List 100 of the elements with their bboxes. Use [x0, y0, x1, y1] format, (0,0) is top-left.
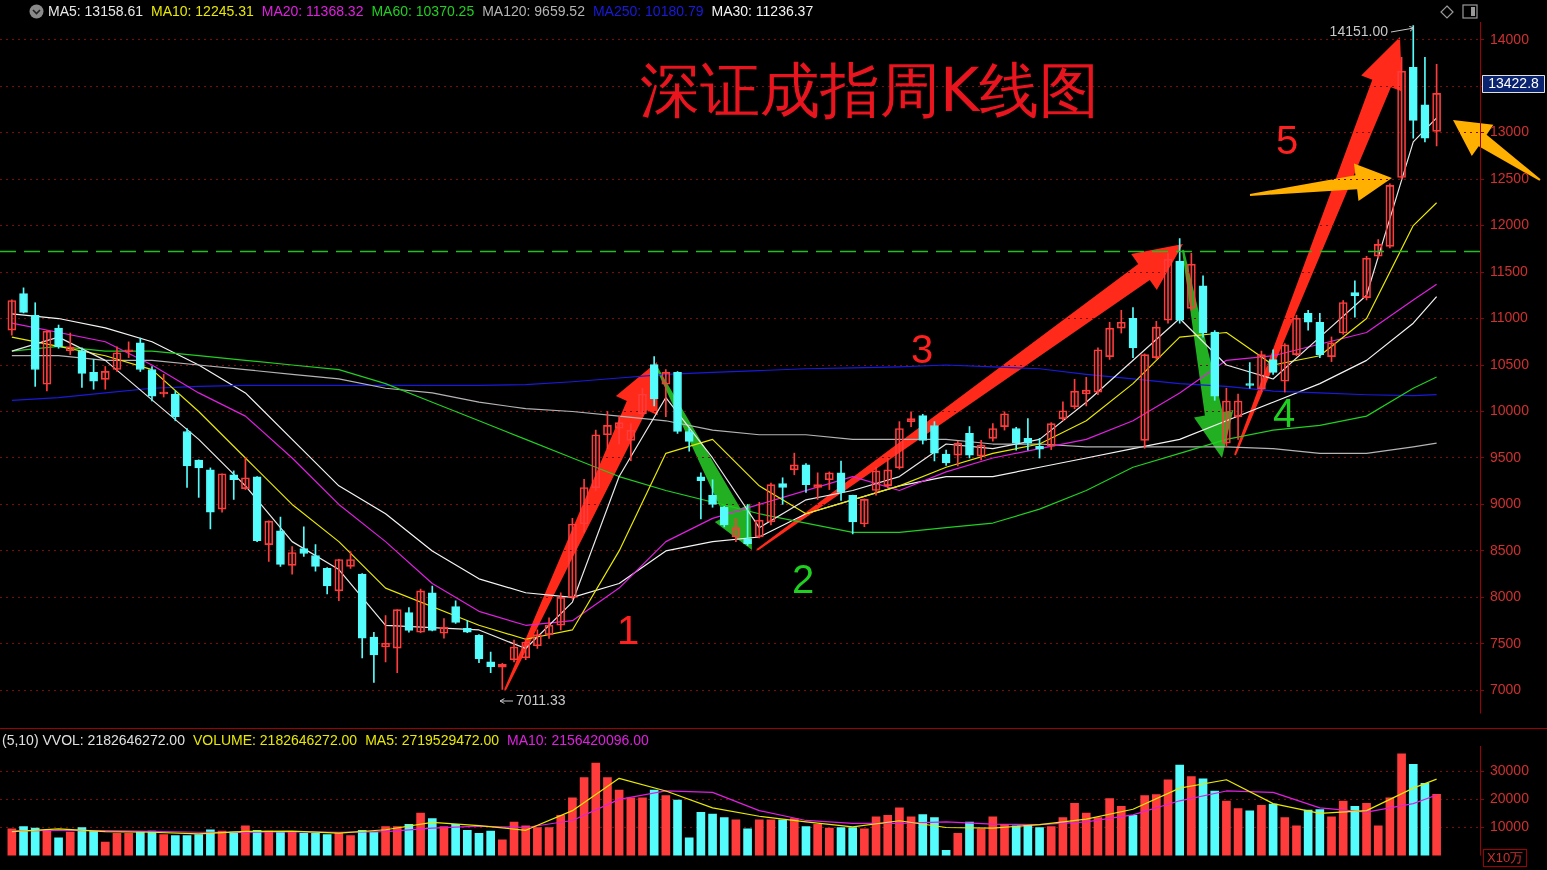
bar — [171, 835, 180, 856]
bar — [135, 831, 145, 856]
bar — [1292, 825, 1301, 856]
bar — [696, 811, 706, 856]
y-tick-label: 10500 — [1490, 355, 1530, 372]
bar — [299, 833, 309, 856]
text: MA250: 10180.79 — [592, 3, 704, 19]
y-tick-label: 30000 — [1490, 762, 1530, 779]
bar — [112, 833, 122, 856]
bar — [708, 813, 717, 856]
bar — [1128, 815, 1138, 856]
bar — [860, 828, 869, 856]
bar — [65, 831, 75, 856]
bar — [264, 830, 274, 856]
text: 深证成指周K线图 — [640, 55, 1100, 125]
annotation: 7011.33 — [516, 691, 566, 708]
text: MA5: 13158.61 — [48, 3, 143, 19]
bar — [357, 829, 367, 856]
text: MA60: 10370.25 — [371, 3, 475, 19]
y-tick-label: 8000 — [1490, 588, 1522, 605]
annotation: 5 — [1275, 118, 1299, 163]
legend-title: (5,10) VVOL: 2182646272.00 — [2, 732, 185, 748]
bar — [19, 826, 28, 856]
bar — [603, 777, 612, 856]
bar — [1011, 825, 1021, 856]
bar — [789, 818, 799, 856]
annotation: 1 — [616, 608, 640, 653]
bar — [1140, 795, 1149, 856]
bar — [684, 837, 694, 856]
bar — [1408, 763, 1418, 856]
bar — [1070, 803, 1079, 856]
bar — [392, 826, 402, 856]
bar — [30, 827, 40, 856]
bar — [1187, 776, 1196, 856]
text: MA10: 12245.31 — [150, 3, 254, 19]
annotation: 3 — [910, 327, 934, 372]
y-tick-label: 7500 — [1490, 634, 1522, 651]
bar — [626, 797, 636, 856]
text: X10万 — [1483, 849, 1528, 867]
annotation: 2 — [791, 557, 815, 602]
y-tick-label: 13000 — [1490, 123, 1530, 140]
y-tick-label: 12000 — [1490, 216, 1530, 233]
y-tick-label: 14000 — [1490, 30, 1530, 47]
bar — [521, 825, 531, 856]
bar — [544, 827, 554, 856]
bar — [801, 826, 811, 856]
bar — [568, 797, 577, 856]
bar — [965, 821, 974, 856]
bar — [731, 819, 741, 856]
bar — [556, 815, 566, 856]
bar — [498, 839, 507, 856]
candlestick — [1245, 362, 1255, 389]
bar — [311, 833, 320, 856]
bar — [1210, 790, 1220, 856]
bar — [1233, 808, 1243, 856]
text: MA5: 2719529472.00 — [365, 732, 500, 748]
candlestick — [229, 470, 239, 500]
annotation: 14151.00 — [1329, 22, 1389, 39]
y-tick-label: 11000 — [1490, 309, 1529, 326]
bar — [1397, 753, 1406, 856]
bar — [953, 833, 963, 856]
bar — [766, 819, 776, 856]
bar — [381, 826, 390, 856]
text: MA30: 11236.37 — [711, 3, 814, 19]
text: MA20: 11368.32 — [261, 3, 364, 19]
candlestick — [299, 526, 309, 557]
bar — [486, 830, 495, 856]
bar — [1373, 825, 1383, 856]
bar — [54, 837, 63, 856]
bar — [1245, 810, 1255, 856]
bar — [825, 827, 834, 856]
bar — [159, 834, 168, 856]
bar — [322, 834, 332, 856]
candlestick — [1023, 418, 1033, 451]
bar — [661, 795, 671, 856]
annotation: 4 — [1272, 391, 1296, 436]
bar — [462, 829, 472, 856]
bar — [1280, 817, 1290, 856]
bar — [719, 817, 729, 856]
bar — [895, 807, 904, 856]
text: 13422.8 — [1488, 74, 1540, 91]
candlestick — [194, 459, 204, 498]
bar — [848, 827, 858, 856]
bar — [1338, 800, 1348, 856]
bar — [241, 825, 250, 856]
y-tick-label: 9500 — [1490, 448, 1522, 465]
bar — [1175, 764, 1185, 856]
bar — [206, 829, 215, 856]
bar — [1362, 803, 1371, 856]
bar — [427, 818, 437, 856]
y-tick-label: 10000 — [1490, 818, 1530, 835]
bar — [813, 824, 822, 856]
y-tick-label: 7000 — [1490, 681, 1522, 698]
bar — [930, 817, 939, 856]
bar — [1222, 800, 1231, 856]
bar — [1432, 793, 1441, 856]
bar — [416, 812, 425, 856]
bar — [100, 841, 110, 856]
y-tick-label: 8500 — [1490, 541, 1522, 558]
y-tick-label: 11500 — [1490, 262, 1529, 279]
